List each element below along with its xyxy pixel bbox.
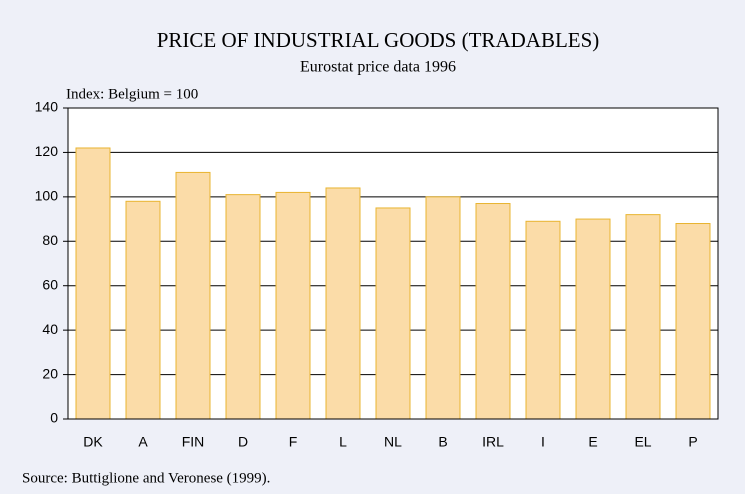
bar bbox=[575, 218, 611, 420]
x-tick-label: DK bbox=[83, 434, 103, 450]
y-tick-label: 100 bbox=[35, 188, 59, 204]
y-tick-label: 140 bbox=[35, 99, 59, 115]
chart-subtitle: Eurostat price data 1996 bbox=[300, 59, 456, 76]
x-tick-label: FIN bbox=[182, 434, 205, 450]
x-tick-label: NL bbox=[384, 434, 402, 450]
bar bbox=[425, 196, 461, 420]
plot-frame bbox=[67, 107, 719, 420]
bar bbox=[175, 171, 211, 420]
bar bbox=[275, 191, 311, 420]
x-tick-label: I bbox=[541, 434, 545, 450]
y-tick-label: 40 bbox=[42, 321, 58, 337]
x-tick-label: P bbox=[688, 434, 697, 450]
y-tick-label: 0 bbox=[50, 410, 58, 426]
y-axis-label: Index: Belgium = 100 bbox=[66, 86, 198, 102]
x-tick-label: D bbox=[238, 434, 248, 450]
x-tick-label: L bbox=[339, 434, 347, 450]
bar bbox=[225, 194, 261, 420]
x-tick-label: F bbox=[289, 434, 298, 450]
source: Source: Buttiglione and Veronese (1999). bbox=[22, 470, 270, 486]
x-tick-label: A bbox=[138, 434, 148, 450]
bar bbox=[675, 223, 711, 420]
x-tick-label: EL bbox=[634, 434, 651, 450]
bar bbox=[75, 147, 111, 420]
bar bbox=[525, 220, 561, 420]
x-tick-label: E bbox=[588, 434, 597, 450]
bar bbox=[375, 207, 411, 420]
bar bbox=[625, 214, 661, 420]
bar bbox=[125, 200, 161, 420]
x-tick-label: IRL bbox=[482, 434, 504, 450]
y-tick-label: 20 bbox=[42, 365, 58, 381]
chart-title: PRICE OF INDUSTRIAL GOODS (TRADABLES) bbox=[157, 28, 600, 52]
bar bbox=[325, 187, 361, 420]
x-tick-label: B bbox=[438, 434, 447, 450]
y-tick-label: 80 bbox=[42, 232, 58, 248]
bar bbox=[475, 203, 511, 420]
y-tick-label: 120 bbox=[35, 143, 59, 159]
y-tick-label: 60 bbox=[42, 276, 58, 292]
